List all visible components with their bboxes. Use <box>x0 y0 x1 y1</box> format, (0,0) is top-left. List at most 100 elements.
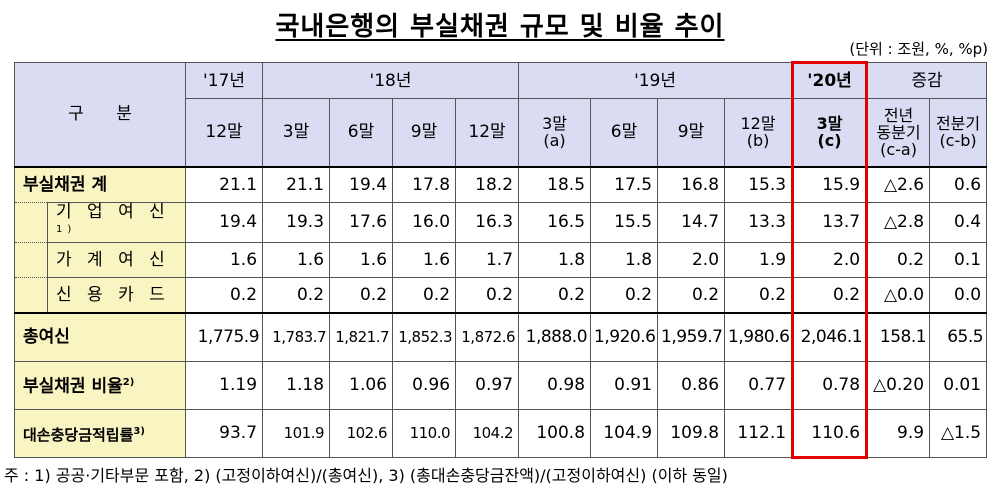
cell: 0.77 <box>724 360 794 410</box>
cell: △0.20 <box>866 360 931 410</box>
cell: 19.4 <box>185 201 264 244</box>
header-2019: '19년 <box>518 62 794 99</box>
cell: 1.6 <box>262 242 331 279</box>
cell: 21.1 <box>262 165 331 203</box>
cell: 16.0 <box>392 201 457 244</box>
unit-note: (단위 : 조원, %, %p) <box>849 40 988 58</box>
cell: 15.3 <box>724 165 794 203</box>
table-row: 부실채권 비율2) 1.19 1.18 1.06 0.96 0.97 0.98 0.91 0.8… <box>13 360 988 410</box>
cell: 65.5 <box>929 312 988 362</box>
cell: 1.19 <box>185 360 264 410</box>
cell: 0.2 <box>392 277 457 314</box>
subheader-col-7: 9말 <box>657 98 726 167</box>
cell: 9.9 <box>866 408 931 458</box>
cell: 93.7 <box>185 408 264 458</box>
cell: 102.6 <box>329 408 394 458</box>
cell: 17.8 <box>392 165 457 203</box>
cell: 1.6 <box>185 242 264 279</box>
table-row: 총여신 1,775.9 1,783.7 1,821.7 1,852.3 1,872.6 1,… <box>13 312 988 362</box>
row-label: 총여신 <box>13 312 187 362</box>
cell: 19.4 <box>329 165 394 203</box>
header-2020: '20년 <box>791 61 869 99</box>
cell: 19.3 <box>262 201 331 244</box>
cell: 0.2 <box>185 277 264 314</box>
cell: 0.1 <box>929 242 988 279</box>
cell: 100.8 <box>518 408 592 458</box>
subheader-col-10: 전년 동분기 (c-a) <box>866 98 931 167</box>
table-row: 신 용 카 드 0.2 0.2 0.2 0.2 0.2 0.2 0.2 0.2 0.2 0.2 △0.… <box>14 277 988 314</box>
cell: △2.6 <box>866 165 931 203</box>
cell: 0.2 <box>262 277 331 314</box>
row-label: 가 계 여 신 <box>46 242 187 279</box>
cell: 0.4 <box>929 201 988 244</box>
cell: 1.6 <box>392 242 457 279</box>
cell: 15.5 <box>590 201 659 244</box>
cell: 2.0 <box>791 242 869 279</box>
cell: 0.2 <box>455 277 520 314</box>
header-change: 증감 <box>866 62 988 99</box>
cell: 0.2 <box>724 277 794 314</box>
page-title: 국내은행의 부실채권 규모 및 비율 추이 <box>275 12 725 42</box>
cell: 13.3 <box>724 201 794 244</box>
header-2018: '18년 <box>262 62 520 99</box>
cell: 0.91 <box>590 360 659 410</box>
cell: 1,959.7 <box>657 312 726 362</box>
row-label: 기 업 여 신1) <box>46 201 187 244</box>
cell: 109.8 <box>657 408 726 458</box>
cell: 17.5 <box>590 165 659 203</box>
cell: 1,783.7 <box>262 312 331 362</box>
table-row: 대손충당금적립률3) 93.7 101.9 102.6 110.0 104.2 100.8 1… <box>13 408 988 459</box>
row-label: 신 용 카 드 <box>46 277 187 314</box>
cell: 18.2 <box>455 165 520 203</box>
cell: 1,980.6 <box>724 312 794 362</box>
cell: 16.5 <box>518 201 592 244</box>
cell: 0.2 <box>866 242 931 279</box>
cell: 104.2 <box>455 408 520 458</box>
subheader-col-8: 12말 (b) <box>724 98 794 167</box>
cell: 0.2 <box>791 277 869 314</box>
cell: 16.3 <box>455 201 520 244</box>
cell: 0.86 <box>657 360 726 410</box>
cell: 0.6 <box>929 165 988 203</box>
cell: 2.0 <box>657 242 726 279</box>
cell: 15.9 <box>791 165 869 203</box>
subheader-col-3: 9말 <box>392 98 457 167</box>
cell: 110.6 <box>791 408 869 459</box>
cell: 104.9 <box>590 408 659 458</box>
cell: △0.0 <box>866 277 931 314</box>
footnote: 주 : 1) 공공·기타부문 포함, 2) (고정이하여신)/(총여신), 3)… <box>4 466 728 485</box>
cell: 14.7 <box>657 201 726 244</box>
cell: 158.1 <box>866 312 931 362</box>
cell: 16.8 <box>657 165 726 203</box>
cell: 0.2 <box>657 277 726 314</box>
cell: △1.5 <box>929 408 988 458</box>
cell: 1.06 <box>329 360 394 410</box>
cell: 1,821.7 <box>329 312 394 362</box>
cell: 18.5 <box>518 165 592 203</box>
cell: 0.01 <box>929 360 988 410</box>
cell: 0.2 <box>518 277 592 314</box>
header-gubun: 구 분 <box>13 62 187 167</box>
cell: 101.9 <box>262 408 331 458</box>
subheader-col-0: 12말 <box>185 98 264 167</box>
cell: 1,888.0 <box>518 312 592 362</box>
cell: 1,872.6 <box>455 312 520 362</box>
cell: 0.98 <box>518 360 592 410</box>
cell: 1.8 <box>590 242 659 279</box>
cell: 112.1 <box>724 408 794 458</box>
cell: 1.7 <box>455 242 520 279</box>
subheader-col-11: 전분기 (c-b) <box>929 98 988 167</box>
row-label: 대손충당금적립률3) <box>13 408 187 458</box>
subheader-col-4: 12말 <box>455 98 520 167</box>
table-row: 기 업 여 신1) 19.4 19.3 17.6 16.0 16.3 16.5 15.5 14.… <box>14 201 988 244</box>
cell: 1.18 <box>262 360 331 410</box>
subheader-col-9: 3말 (c) <box>791 98 869 167</box>
subheader-col-2: 6말 <box>329 98 394 167</box>
subheader-col-1: 3말 <box>262 98 331 167</box>
cell: 1,775.9 <box>185 312 264 362</box>
cell: 0.2 <box>329 277 394 314</box>
cell: 17.6 <box>329 201 394 244</box>
subheader-col-6: 6말 <box>590 98 659 167</box>
cell: 0.2 <box>590 277 659 314</box>
cell: 21.1 <box>185 165 264 203</box>
